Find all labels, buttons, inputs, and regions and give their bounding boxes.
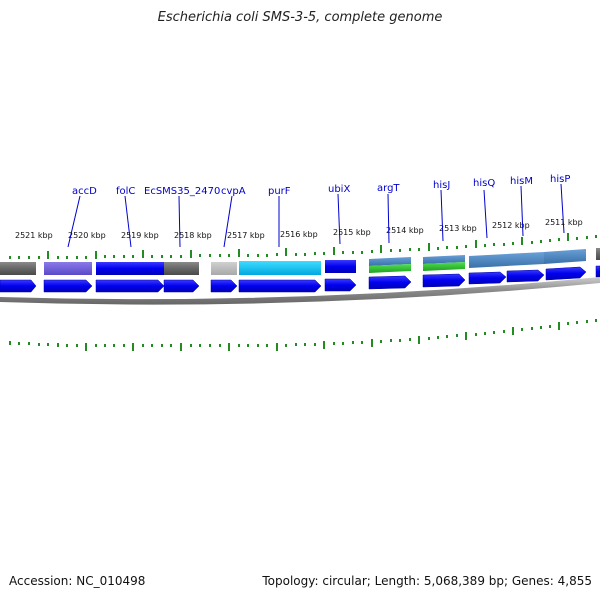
feature-block-hisp[interactable] bbox=[544, 249, 586, 264]
kbp-label: 2519 kbp bbox=[121, 231, 159, 240]
gene-arrow-folc[interactable] bbox=[95, 279, 165, 293]
gene-label-hism[interactable]: hisM bbox=[510, 176, 533, 187]
feature-block-argt-green[interactable] bbox=[369, 264, 411, 273]
gene-arrow-track bbox=[0, 265, 600, 293]
kbp-label: 2517 kbp bbox=[227, 231, 265, 240]
feature-block-hisj[interactable] bbox=[423, 255, 465, 264]
gene-arrow-hisj[interactable] bbox=[422, 273, 466, 288]
gene-label-hisq[interactable]: hisQ bbox=[473, 178, 495, 189]
genome-backbone bbox=[0, 277, 600, 305]
gene-arrow-cvpa[interactable] bbox=[210, 279, 238, 293]
feature-track bbox=[0, 248, 600, 275]
feature-block-edge[interactable] bbox=[596, 248, 600, 260]
lower-tick-row bbox=[9, 319, 597, 351]
gene-arrow-argt[interactable] bbox=[368, 275, 412, 290]
gene-arrow-hism[interactable] bbox=[506, 269, 545, 283]
gene-label-folc[interactable]: folC bbox=[116, 186, 135, 197]
kbp-label: 2515 kbp bbox=[333, 228, 371, 237]
feature-block-purf[interactable] bbox=[239, 261, 321, 275]
kbp-label: 2520 kbp bbox=[68, 231, 106, 240]
kbp-label: 2521 kbp bbox=[15, 231, 53, 240]
feature-block-argt[interactable] bbox=[369, 257, 411, 266]
gene-label-ubix[interactable]: ubiX bbox=[328, 184, 350, 195]
map-title: Escherichia coli SMS-3-5, complete genom… bbox=[157, 10, 443, 25]
feature-block-ecsms35-2470[interactable] bbox=[164, 262, 199, 275]
gene-arrow-ecsms35-2470[interactable] bbox=[163, 279, 200, 293]
gene-labels: accD folC EcSMS35_2470 cvpA purF ubiX ar… bbox=[72, 174, 570, 197]
upper-tick-row bbox=[9, 233, 597, 259]
feature-block[interactable] bbox=[0, 262, 36, 275]
kbp-label: 2512 kbp bbox=[492, 221, 530, 230]
feature-block-ubix[interactable] bbox=[325, 260, 356, 273]
gene-arrow-purf[interactable] bbox=[238, 279, 322, 293]
gene-arrow-accd[interactable] bbox=[43, 279, 93, 293]
gene-label-leaders bbox=[67, 183, 565, 248]
accession-text: Accession: NC_010498 bbox=[9, 574, 146, 588]
gene-label-accd[interactable]: accD bbox=[72, 186, 97, 197]
feature-block-hisj-green[interactable] bbox=[423, 262, 465, 271]
feature-block-accd[interactable] bbox=[44, 262, 92, 275]
gene-arrow-ubix[interactable] bbox=[324, 278, 357, 292]
gene-label-argt[interactable]: argT bbox=[377, 183, 400, 194]
kbp-label: 2513 kbp bbox=[439, 224, 477, 233]
gene-label-hisj[interactable]: hisJ bbox=[433, 180, 450, 191]
gene-label-ecsms35-2470[interactable]: EcSMS35_2470 bbox=[144, 186, 220, 197]
gene-label-purf[interactable]: purF bbox=[268, 186, 291, 197]
kbp-label: 2518 kbp bbox=[174, 231, 212, 240]
kbp-label: 2514 kbp bbox=[386, 226, 424, 235]
kbp-label: 2516 kbp bbox=[280, 230, 318, 239]
gene-arrow-edge[interactable] bbox=[595, 265, 600, 278]
gene-arrow[interactable] bbox=[0, 279, 37, 293]
feature-block-folc[interactable] bbox=[96, 262, 164, 275]
feature-block-cvpa[interactable] bbox=[211, 262, 237, 275]
feature-block-hisq-hism[interactable] bbox=[469, 252, 544, 268]
topology-text: Topology: circular; Length: 5,068,389 bp… bbox=[262, 574, 592, 588]
gene-label-hisp[interactable]: hisP bbox=[550, 174, 570, 185]
gene-arrow-hisp[interactable] bbox=[545, 266, 587, 281]
gene-arrow-hisq[interactable] bbox=[468, 271, 507, 285]
gene-label-cvpa[interactable]: cvpA bbox=[221, 186, 246, 197]
kbp-labels: 2521 kbp 2520 kbp 2519 kbp 2518 kbp 2517… bbox=[15, 218, 583, 240]
